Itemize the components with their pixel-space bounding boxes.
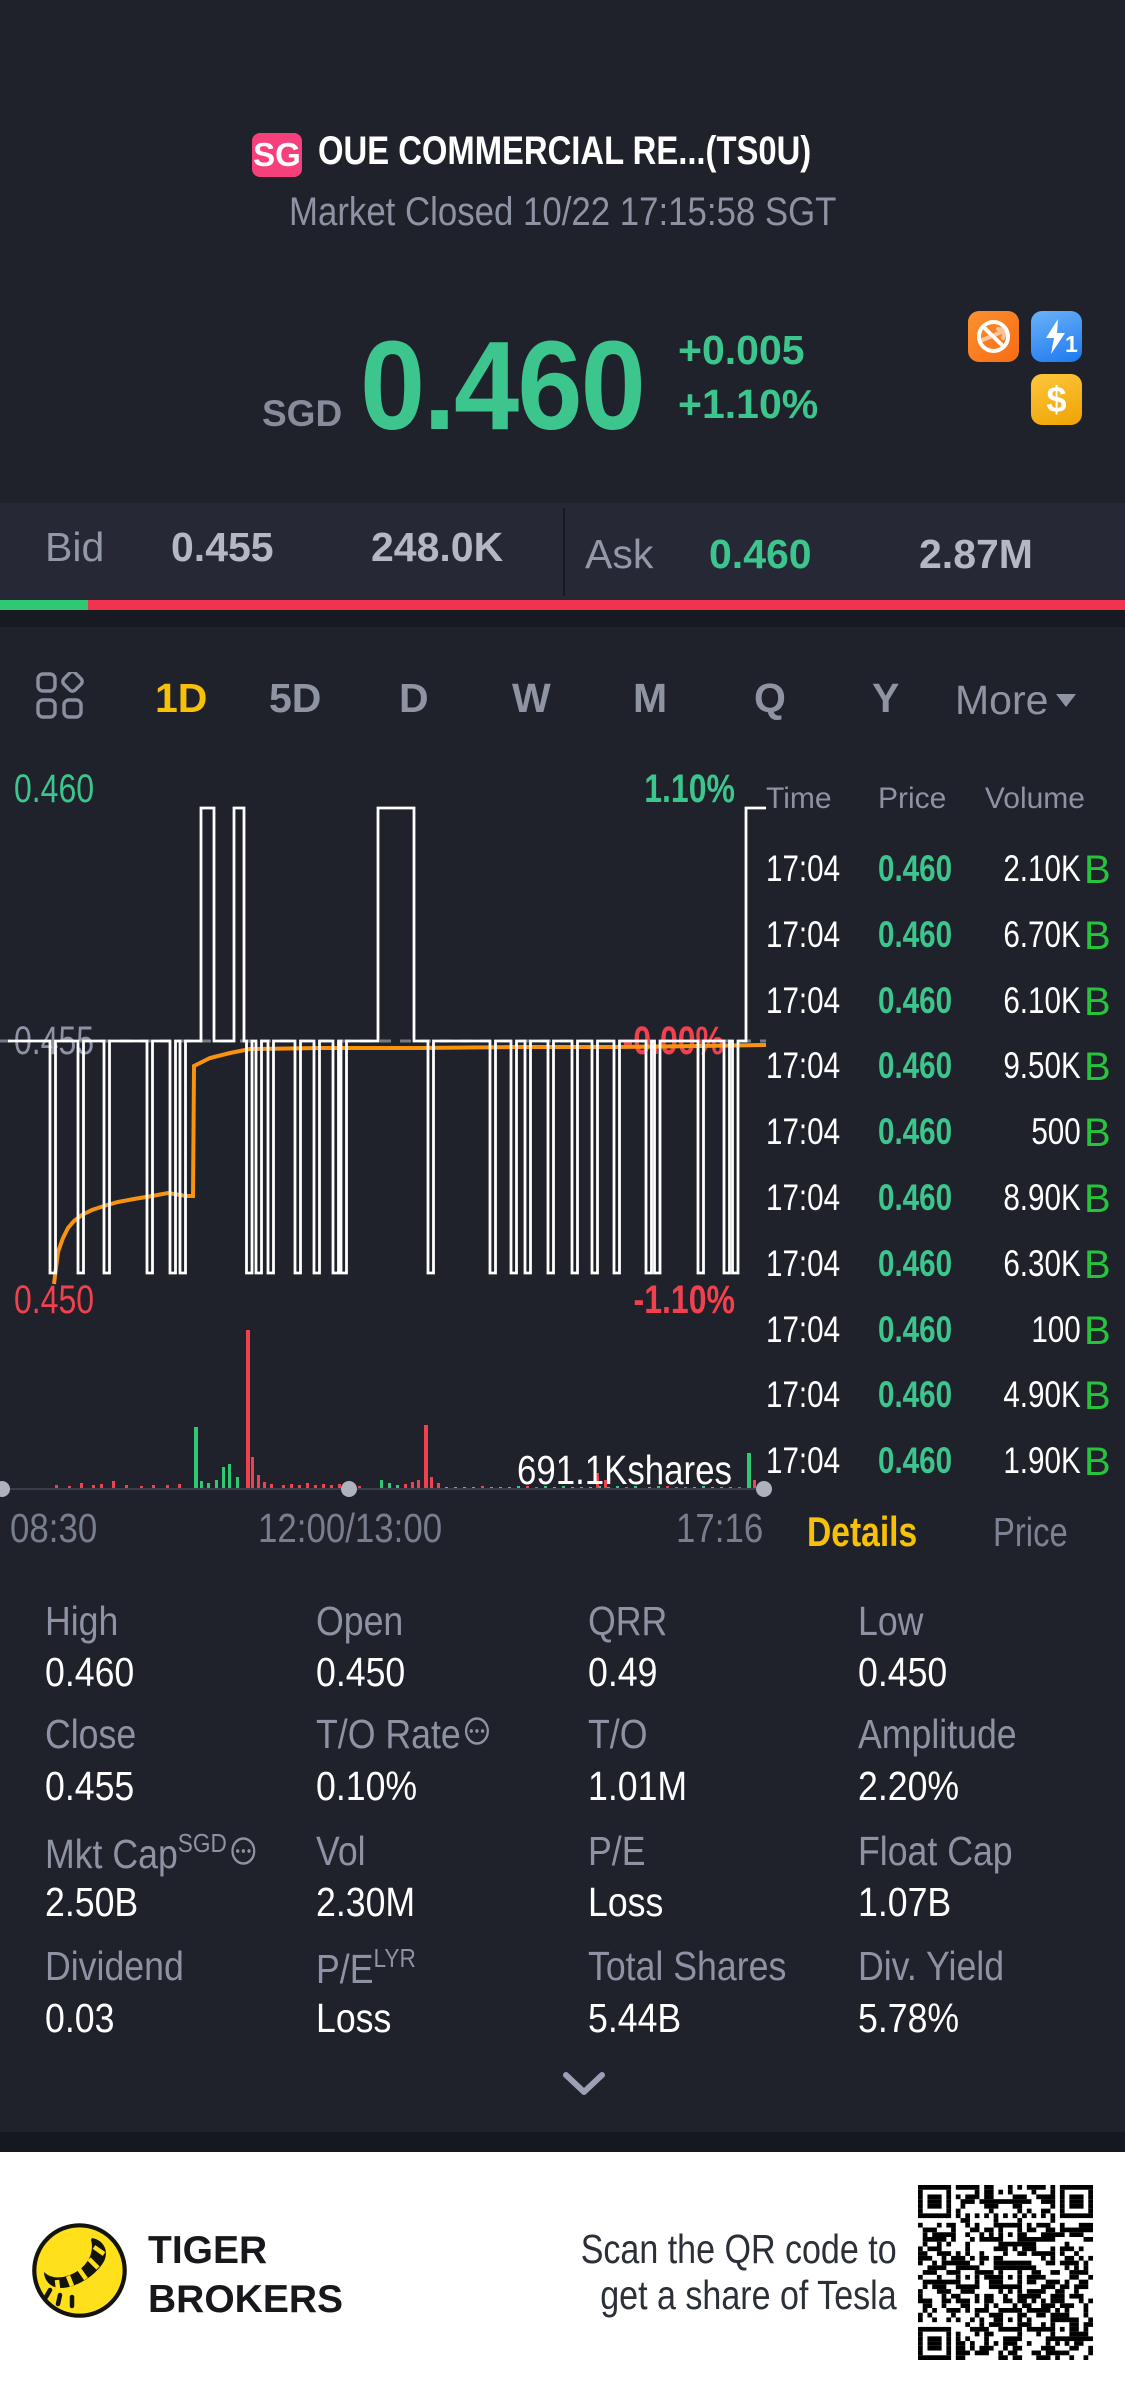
svg-text:1.10%: 1.10% bbox=[644, 770, 735, 811]
svg-text:691.1Kshares: 691.1Kshares bbox=[517, 1448, 732, 1493]
svg-text:$: $ bbox=[1046, 379, 1066, 420]
svg-text:0.450: 0.450 bbox=[14, 1277, 94, 1322]
svg-text:-1.10%: -1.10% bbox=[634, 1277, 735, 1322]
svg-text:1: 1 bbox=[1065, 331, 1078, 357]
svg-text:0.460: 0.460 bbox=[14, 770, 94, 811]
